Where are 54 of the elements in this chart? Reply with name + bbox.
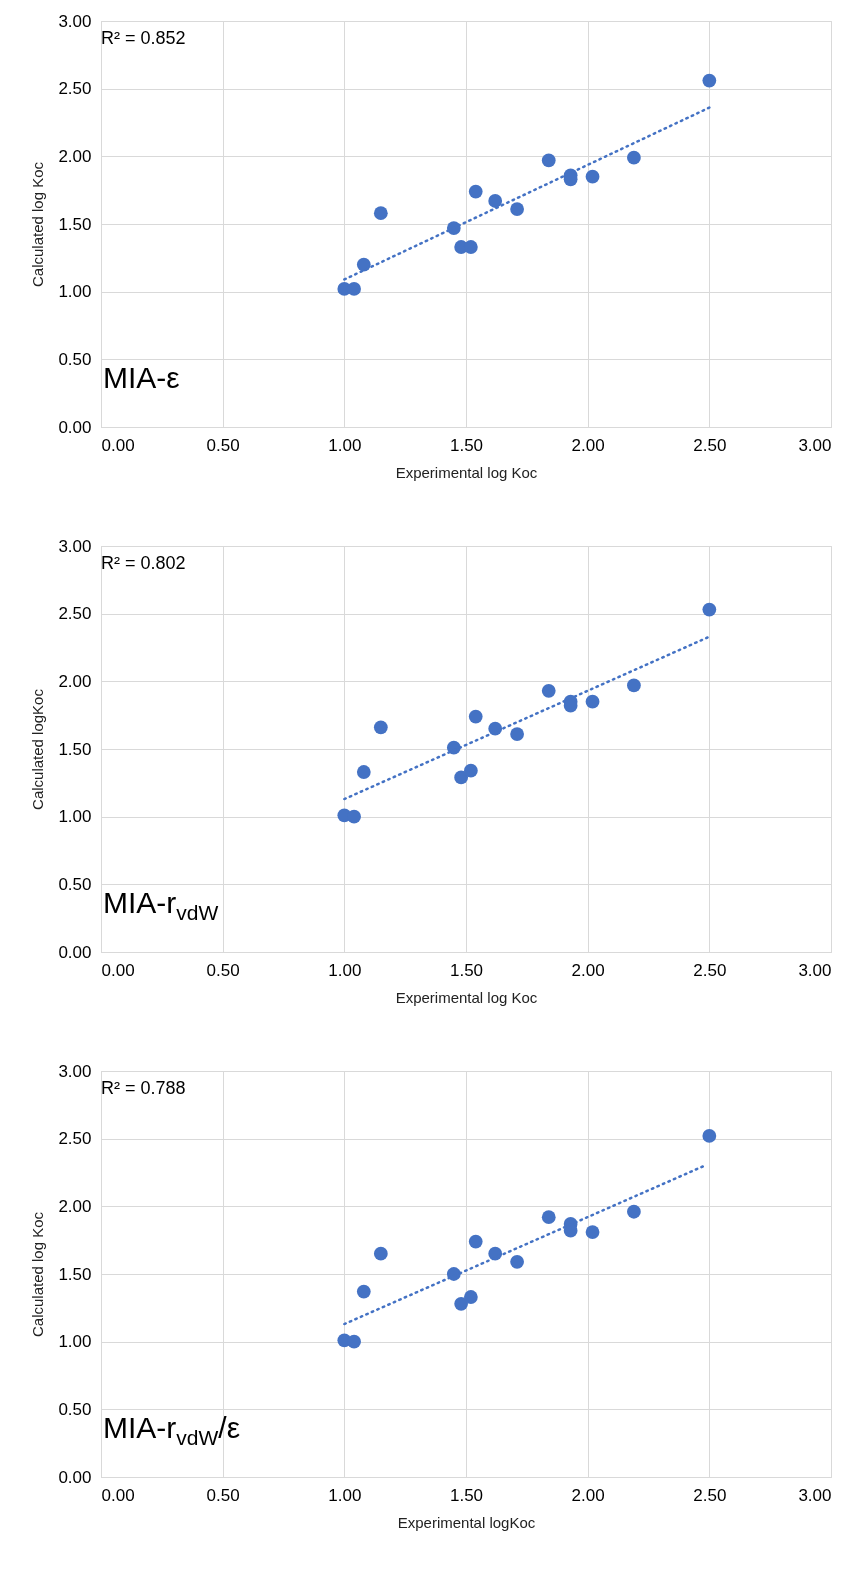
x-tick-label: 1.00	[328, 435, 362, 455]
y-tick-label: 0.00	[58, 1467, 92, 1487]
x-tick-label: 1.50	[449, 960, 484, 980]
annotation: MIA-r$_{vdW}$	[103, 886, 219, 924]
x-tick-label: 0.00	[101, 435, 135, 455]
x-tick-label: 1.50	[449, 435, 484, 455]
y-tick-label: 0.50	[58, 1399, 92, 1419]
x-tick-label: 2.50	[693, 435, 727, 455]
y-tick-label: 0.50	[58, 874, 92, 894]
y-tick-label: 3.00	[58, 536, 92, 556]
x-tick-label: 3.00	[798, 960, 832, 980]
x-tick-label: 0.50	[206, 960, 240, 980]
x-tick-label: 0.00	[101, 960, 135, 980]
x-tick-label: 1.00	[328, 1485, 362, 1505]
x-axis-title: Experimental log Koc	[395, 463, 538, 481]
annotation: R² = 0.852	[101, 28, 186, 48]
y-axis-title: Calculated logKoc	[29, 688, 47, 810]
y-tick-label: 0.50	[58, 349, 92, 369]
x-tick-label: 3.00	[798, 435, 832, 455]
x-axis-title: Experimental logKoc	[397, 1513, 536, 1531]
x-tick-label: 2.50	[693, 960, 727, 980]
y-tick-label: 1.50	[58, 214, 92, 234]
x-axis-title: Experimental log Koc	[395, 988, 538, 1006]
annotation: R² = 0.802	[101, 553, 186, 573]
y-axis-title: Calculated log Koc	[29, 1211, 47, 1338]
y-tick-label: 3.00	[58, 11, 92, 31]
y-tick-label: 1.00	[58, 807, 92, 827]
y-tick-label: 2.00	[58, 1196, 92, 1216]
annotation: R² = 0.788	[101, 1078, 186, 1098]
x-tick-label: 1.00	[328, 960, 362, 980]
y-tick-label: 2.00	[58, 146, 92, 166]
x-tick-label: 0.50	[206, 435, 240, 455]
annotation: MIA-r$_{vdW}$/ε	[103, 1411, 241, 1449]
y-tick-label: 1.50	[58, 739, 92, 759]
y-tick-label: 1.50	[58, 1264, 92, 1284]
x-tick-label: 2.00	[571, 1485, 605, 1505]
y-tick-label: 2.50	[58, 79, 92, 99]
y-tick-label: 0.00	[58, 417, 92, 437]
y-tick-label: 2.50	[58, 604, 92, 624]
x-tick-label: 0.50	[206, 1485, 240, 1505]
y-axis-title: Calculated log Koc	[29, 161, 47, 288]
y-tick-label: 0.00	[58, 942, 92, 962]
x-tick-label: 2.00	[571, 960, 605, 980]
x-tick-label: 0.00	[101, 1485, 135, 1505]
x-tick-label: 3.00	[798, 1485, 832, 1505]
annotation: MIA-ε	[103, 361, 180, 394]
x-tick-label: 2.50	[693, 1485, 727, 1505]
y-tick-label: 2.50	[58, 1129, 92, 1149]
y-tick-label: 2.00	[58, 671, 92, 691]
y-tick-label: 3.00	[58, 1061, 92, 1081]
y-tick-label: 1.00	[58, 282, 92, 302]
x-tick-label: 1.50	[449, 1485, 484, 1505]
x-tick-label: 2.00	[571, 435, 605, 455]
y-tick-label: 1.00	[58, 1332, 92, 1352]
